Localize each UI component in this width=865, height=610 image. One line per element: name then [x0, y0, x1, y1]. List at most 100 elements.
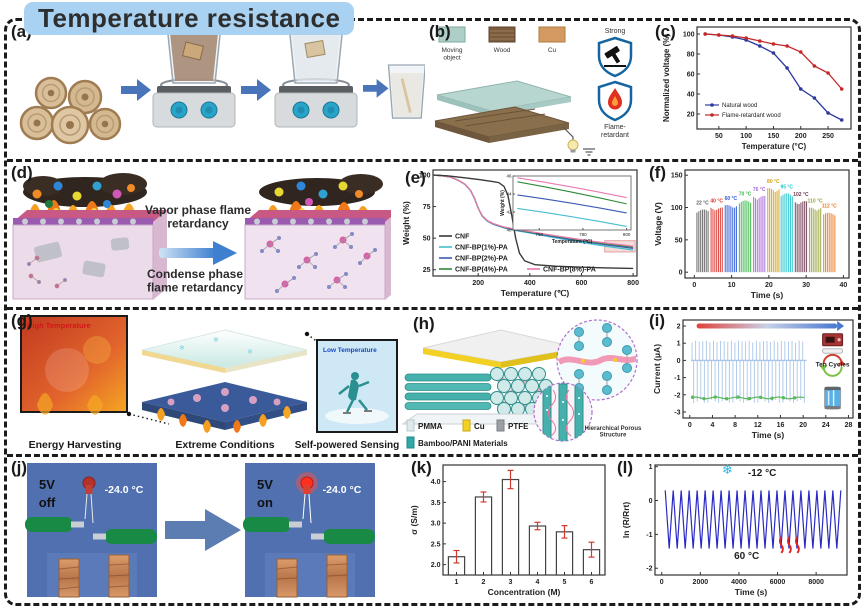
- copper-electrode: [58, 554, 130, 598]
- svg-text:40 °C: 40 °C: [710, 199, 723, 205]
- panel-e: (e) 200 400 600 800 25 50 75 100 Temperature (℃)…: [391, 162, 645, 307]
- svg-text:75: 75: [423, 204, 431, 211]
- hierarchical-structure-inset: Hierarchical Porous Structure: [533, 319, 642, 442]
- svg-text:3.0: 3.0: [431, 521, 441, 528]
- svg-text:60 °C: 60 °C: [734, 551, 759, 562]
- burning-block-after: [244, 174, 391, 300]
- probe-left: [25, 517, 84, 532]
- chart-conductivity-bars: 2.0 2.5 3.0 3.5 4.0 Concentration (M) σ (S/m) 1…: [409, 464, 606, 597]
- temperature-readout: -24.0 °C: [105, 484, 144, 496]
- panel-d: (d): [7, 162, 391, 307]
- svg-text:2.5: 2.5: [431, 541, 441, 548]
- panel-g: (g) High Temperature ❄ ❄ ❄: [7, 310, 401, 454]
- svg-text:50: 50: [715, 133, 723, 140]
- svg-text:Flame-retardant wood: Flame-retardant wood: [722, 113, 781, 119]
- svg-text:100: 100: [419, 173, 431, 180]
- panel-b-illustration: Moving object Wood Cu Strong: [434, 26, 633, 156]
- svg-text:CNF-BP(8%)-PA: CNF-BP(8%)-PA: [543, 267, 596, 274]
- condense-phase-text: Condense phase flame retardancy: [147, 267, 243, 294]
- svg-text:Temperature (℃): Temperature (℃): [552, 238, 593, 245]
- svg-text:Weight (%): Weight (%): [401, 201, 411, 245]
- legend-bamboo-pani: Bamboo/PANI Materials: [418, 439, 508, 448]
- svg-text:8: 8: [733, 422, 737, 429]
- chart-voltage-temperature: 0 10 20 30 40 0 50 100 150 Time (s) Voltage (V) 22 …: [653, 169, 850, 300]
- svg-text:400: 400: [524, 280, 536, 287]
- svg-text:Ten Cycles: Ten Cycles: [816, 361, 850, 368]
- panel-f-label: (f): [649, 163, 666, 182]
- figure-border: (a): [4, 18, 861, 606]
- svg-text:6: 6: [590, 579, 594, 586]
- row-1: (a): [7, 21, 858, 162]
- snowflake-icon: ❄: [247, 348, 253, 356]
- flame-shield-icon: [597, 80, 633, 122]
- svg-text:600: 600: [576, 280, 588, 287]
- panel-l-label: (l): [617, 458, 634, 477]
- snowflake-icon: ❄: [179, 344, 185, 352]
- row-4: (j) 5V off -24.0 °C: [7, 457, 858, 603]
- voltage-label: 5V: [39, 477, 55, 492]
- svg-text:150: 150: [671, 173, 683, 180]
- panel-i-label: (i): [649, 311, 666, 330]
- svg-text:-2: -2: [674, 392, 680, 399]
- svg-text:Natural wood: Natural wood: [722, 103, 757, 109]
- high-temperature-photo: High Temperature: [20, 315, 128, 415]
- svg-text:8000: 8000: [808, 579, 824, 586]
- svg-text:250: 250: [822, 133, 834, 140]
- svg-text:Temperature (°C): Temperature (°C): [742, 142, 807, 151]
- svg-text:-3: -3: [674, 409, 680, 416]
- svg-text:1: 1: [455, 579, 459, 586]
- panel-k-label: (k): [411, 458, 432, 477]
- gas-molecules: [32, 181, 135, 208]
- molecule-sprigs: [27, 255, 67, 289]
- led-photo-on: 5V on -24.0 °C: [243, 463, 375, 598]
- svg-text:12: 12: [754, 422, 762, 429]
- panel-e-label: (e): [405, 168, 426, 187]
- voltage-label: 5V: [257, 477, 273, 492]
- svg-text:40: 40: [506, 228, 512, 233]
- svg-text:Time (s): Time (s): [751, 290, 784, 300]
- svg-text:800: 800: [623, 232, 631, 237]
- svg-text:80: 80: [687, 52, 695, 59]
- beaker-milky-suspension: [387, 64, 425, 119]
- panel-j: (j) 5V off -24.0 °C: [7, 457, 397, 603]
- svg-text:40: 40: [687, 92, 695, 99]
- beaker-hotplate-1: [152, 24, 236, 128]
- svg-text:0: 0: [692, 282, 696, 289]
- svg-text:100: 100: [740, 133, 752, 140]
- bamboo-cross-sections: [490, 367, 553, 416]
- bamboo-stack: [401, 367, 567, 425]
- svg-text:2.0: 2.0: [431, 562, 441, 569]
- chart-resistance-cycling: 0 2000 4000 6000 8000 -2 -1 0 1 Time (s) ln (R/Rrt…: [621, 462, 848, 597]
- svg-text:4: 4: [536, 579, 540, 586]
- panel-b-label: (b): [429, 22, 451, 41]
- high-temp-label: High Temperature: [27, 321, 91, 330]
- svg-text:76 °C: 76 °C: [753, 187, 766, 193]
- svg-text:30: 30: [802, 282, 810, 289]
- svg-text:CNF: CNF: [455, 234, 470, 241]
- panel-h-illustration: Hierarchical Porous Structure PMMA Cu PTF…: [401, 319, 642, 449]
- svg-text:46: 46: [506, 174, 512, 179]
- svg-text:112 °C: 112 °C: [822, 204, 837, 210]
- legend-wood: Wood: [494, 47, 511, 54]
- svg-text:-1: -1: [674, 375, 680, 382]
- svg-text:25: 25: [423, 267, 431, 274]
- panel-c-label: (c): [655, 22, 676, 41]
- led-photo-off: 5V off -24.0 °C: [25, 463, 157, 598]
- flames-under-device: [157, 406, 291, 433]
- svg-text:95 °C: 95 °C: [780, 184, 793, 190]
- switch-state-label: on: [257, 495, 273, 510]
- skater-figure: [338, 372, 372, 414]
- caption-extreme-conditions: Extreme Conditions: [175, 439, 274, 451]
- svg-text:2: 2: [482, 579, 486, 586]
- panel-k: (k) 2.0 2.5 3.0 3.5 4.0 Concentration (M) σ (S…: [397, 457, 613, 603]
- material-legend: Moving object Wood Cu: [438, 26, 566, 61]
- hotplate-icon: [152, 78, 236, 128]
- svg-text:110 °C: 110 °C: [808, 199, 823, 205]
- svg-text:2: 2: [677, 324, 681, 331]
- led-icon: [82, 476, 96, 524]
- legend-ptfe: PTFE: [508, 422, 529, 431]
- svg-text:0: 0: [688, 422, 692, 429]
- svg-text:44: 44: [506, 192, 512, 197]
- process-arrow-icon: [241, 79, 271, 101]
- process-arrow-icon: [363, 79, 389, 98]
